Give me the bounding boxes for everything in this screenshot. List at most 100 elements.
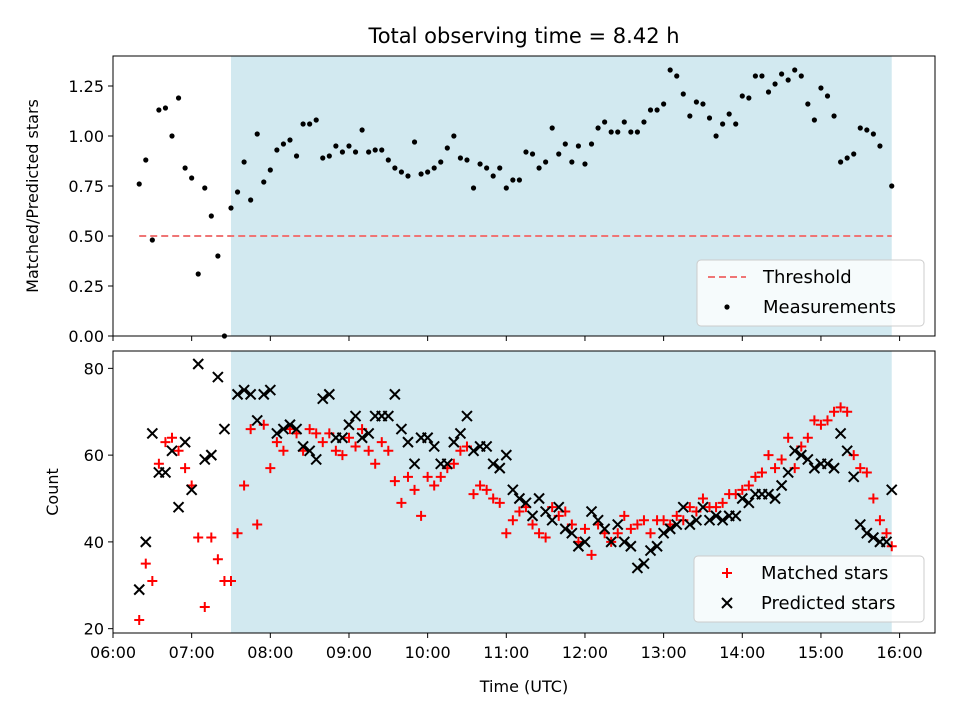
predicted-star-point	[802, 453, 814, 466]
predicted-star-point	[494, 462, 506, 474]
top-y-tick-label: 0.00	[68, 327, 104, 346]
measurement-point	[654, 107, 660, 113]
measurement-point	[267, 167, 273, 173]
predicted-star-point	[395, 423, 408, 435]
measurement-point	[333, 143, 339, 149]
predicted-star-point	[218, 423, 231, 435]
bottom-y-tick-label: 40	[84, 533, 104, 552]
matched-star-point	[278, 445, 289, 456]
matched-star-point	[540, 532, 551, 543]
measurement-point	[792, 67, 798, 73]
predicted-star-point	[526, 510, 539, 522]
predicted-star-point	[382, 410, 395, 422]
top-y-tick-label: 1.00	[68, 127, 104, 146]
matched-star-point	[750, 471, 761, 482]
matched-star-point	[134, 614, 145, 625]
measurement-point	[392, 165, 398, 171]
measurement-point	[215, 253, 221, 259]
matched-star-point	[501, 528, 512, 539]
measurement-point	[870, 131, 876, 137]
top-legend-box	[696, 259, 925, 327]
matched-star-point	[376, 437, 387, 448]
predicted-star-point	[349, 410, 362, 422]
matched-star-point	[861, 467, 872, 478]
top-y-tick-label: 0.50	[68, 227, 104, 246]
matched-star-point	[756, 467, 767, 478]
matched-star-point	[206, 532, 217, 543]
predicted-star-point	[782, 466, 794, 479]
predicted-star-point	[848, 471, 860, 483]
measurement-point	[464, 157, 470, 163]
predicted-star-point	[258, 388, 270, 401]
predicted-star-point	[579, 536, 591, 548]
predicted-star-point	[703, 514, 716, 526]
x-tick-label: 14:00	[719, 643, 765, 662]
matched-star-point	[829, 406, 840, 417]
matched-star-point	[429, 480, 440, 491]
matched-star-point	[396, 497, 407, 508]
matched-star-point	[534, 528, 545, 539]
measurement-point	[274, 147, 280, 153]
bottom-legend-box	[693, 555, 925, 623]
matched-star-point	[743, 480, 754, 491]
predicted-star-point	[808, 462, 821, 474]
predicted-star-point	[684, 518, 696, 531]
measurement-point	[864, 127, 870, 133]
measurement-point	[529, 151, 536, 157]
predicted-star-point	[507, 484, 519, 496]
legend-measurements-swatch	[724, 304, 730, 310]
predicted-star-point	[513, 492, 526, 505]
matched-star-point	[402, 471, 413, 482]
measurement-point	[169, 133, 175, 139]
measurement-point	[595, 125, 601, 131]
measurement-point	[851, 151, 857, 157]
top-y-tick-label: 0.75	[68, 177, 104, 196]
measurement-point	[175, 95, 182, 101]
predicted-star-point	[140, 536, 152, 548]
measurement-point	[647, 107, 654, 113]
predicted-star-point	[861, 527, 873, 539]
matched-star-point	[855, 463, 866, 474]
measurement-point	[477, 161, 483, 167]
predicted-star-point	[775, 479, 788, 492]
measurement-point	[752, 73, 758, 79]
measurement-point	[438, 159, 444, 165]
measurement-point	[300, 121, 306, 127]
top-panel: 0.00 0.25 0.50 0.75 1.00 1.25 Threshold Measure…	[68, 55, 936, 346]
measurement-point	[143, 157, 149, 163]
predicted-star-point	[166, 445, 178, 457]
measurement-point	[687, 113, 693, 119]
measurement-point	[202, 185, 208, 191]
predicted-star-point	[854, 518, 866, 531]
measurement-point	[700, 101, 706, 107]
predicted-star-point	[231, 388, 244, 401]
measurement-point	[608, 129, 614, 135]
matched-star-point	[475, 480, 486, 491]
matched-star-point	[481, 484, 492, 495]
x-tick-label: 15:00	[798, 643, 844, 662]
measurement-point	[621, 119, 627, 125]
predicted-star-point	[133, 583, 145, 596]
matched-star-point	[737, 484, 748, 495]
measurement-point	[307, 121, 313, 127]
predicted-star-point	[664, 523, 676, 535]
predicted-star-point	[199, 453, 211, 466]
predicted-star-point	[323, 388, 336, 401]
measurement-point	[287, 137, 293, 143]
bottom-y-tick-label: 20	[84, 620, 104, 639]
predicted-star-point	[212, 371, 224, 383]
top-y-axis-label: Matched/Predicted stars	[23, 99, 42, 293]
legend-threshold-label: Threshold	[762, 267, 852, 288]
measurement-point	[425, 169, 431, 175]
matched-star-point	[232, 528, 243, 539]
measurement-point	[156, 107, 162, 113]
predicted-star-point	[697, 501, 709, 513]
predicted-star-point	[677, 501, 689, 513]
matched-star-point	[173, 445, 184, 456]
predicted-star-point	[539, 505, 552, 518]
measurement-point	[569, 159, 575, 165]
measurement-point	[228, 205, 234, 211]
predicted-star-point	[880, 536, 893, 548]
measurement-point	[844, 155, 850, 161]
matched-star-point	[770, 463, 781, 474]
